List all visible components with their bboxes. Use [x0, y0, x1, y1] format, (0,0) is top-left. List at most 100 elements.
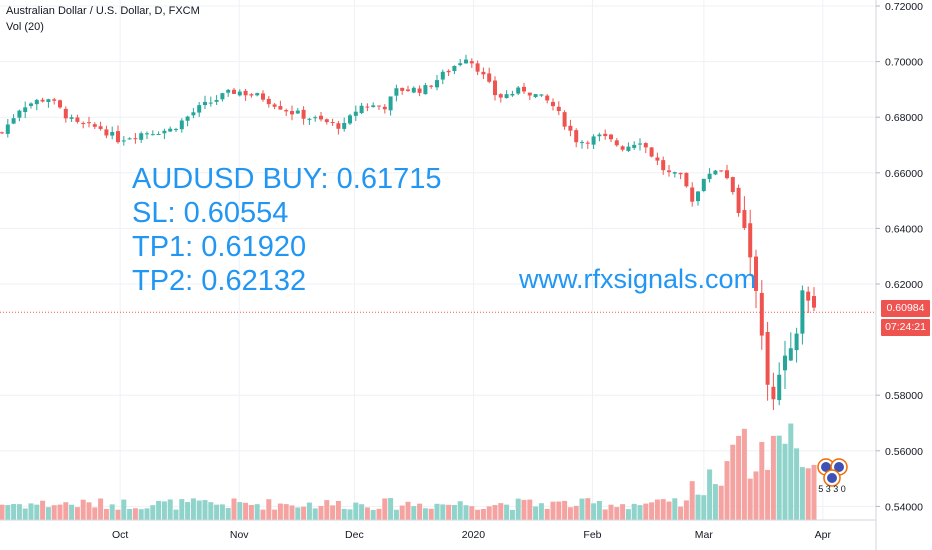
candle-body[interactable] — [481, 71, 486, 75]
candle-body[interactable] — [632, 144, 637, 148]
candle-body[interactable] — [667, 170, 671, 173]
candle-body[interactable] — [394, 88, 399, 96]
candle-body[interactable] — [359, 105, 364, 114]
candle-body[interactable] — [614, 140, 619, 146]
candle-body[interactable] — [353, 111, 358, 116]
candle-body[interactable] — [0, 132, 4, 134]
candle-body[interactable] — [266, 98, 271, 105]
candle-body[interactable] — [272, 104, 277, 107]
candle-body[interactable] — [812, 295, 816, 308]
candle-body[interactable] — [725, 170, 729, 179]
candle-body[interactable] — [5, 124, 10, 134]
candle-body[interactable] — [580, 142, 584, 144]
symbol-title[interactable]: Australian Dollar / U.S. Dollar, D, FXCM — [6, 5, 200, 17]
candle-body[interactable] — [81, 123, 86, 125]
candle-body[interactable] — [208, 102, 213, 104]
candle-body[interactable] — [493, 80, 497, 96]
candle-body[interactable] — [197, 105, 202, 113]
candle-body[interactable] — [23, 107, 28, 113]
candle-body[interactable] — [324, 119, 329, 123]
candle-body[interactable] — [672, 172, 677, 174]
candle-body[interactable] — [348, 115, 352, 124]
candle-body[interactable] — [498, 94, 503, 98]
candle-body[interactable] — [139, 133, 144, 140]
candle-body[interactable] — [382, 106, 387, 110]
candle-body[interactable] — [127, 138, 132, 140]
candle-body[interactable] — [423, 85, 428, 95]
candle-body[interactable] — [690, 187, 695, 202]
candle-body[interactable] — [11, 118, 16, 124]
candle-body[interactable] — [516, 87, 521, 94]
candle-body[interactable] — [771, 386, 776, 400]
candle-body[interactable] — [365, 106, 370, 108]
candle-body[interactable] — [719, 170, 724, 172]
candle-body[interactable] — [121, 140, 126, 142]
candle-body[interactable] — [98, 126, 103, 129]
candle-body[interactable] — [464, 59, 468, 64]
candle-body[interactable] — [748, 223, 753, 258]
candle-body[interactable] — [527, 92, 532, 96]
volume-study-label[interactable]: Vol (20) — [6, 21, 44, 33]
candle-body[interactable] — [788, 348, 793, 361]
candle-body[interactable] — [411, 87, 416, 93]
candle-body[interactable] — [104, 129, 109, 136]
candle-body[interactable] — [174, 129, 178, 131]
candle-body[interactable] — [133, 138, 138, 140]
candle-body[interactable] — [46, 99, 51, 102]
candle-body[interactable] — [168, 128, 173, 132]
candle-body[interactable] — [237, 91, 242, 96]
candle-body[interactable] — [794, 333, 799, 351]
candle-body[interactable] — [162, 130, 167, 134]
candle-body[interactable] — [220, 93, 225, 100]
candle-body[interactable] — [585, 142, 590, 144]
candle-body[interactable] — [52, 99, 57, 101]
candle-body[interactable] — [243, 90, 248, 96]
candle-body[interactable] — [58, 100, 62, 108]
candle-body[interactable] — [684, 172, 689, 187]
candle-body[interactable] — [696, 191, 700, 202]
candle-body[interactable] — [522, 86, 526, 92]
candle-body[interactable] — [203, 101, 207, 106]
candle-body[interactable] — [330, 122, 335, 124]
candle-body[interactable] — [75, 117, 80, 122]
candles[interactable] — [0, 54, 816, 411]
candle-body[interactable] — [446, 70, 451, 73]
candle-body[interactable] — [179, 120, 184, 130]
candle-body[interactable] — [34, 99, 39, 105]
candle-body[interactable] — [574, 130, 579, 143]
candle-body[interactable] — [295, 110, 300, 114]
event-badges[interactable]: 5 3 3 0 — [817, 458, 848, 494]
candle-body[interactable] — [336, 123, 341, 129]
candle-body[interactable] — [406, 89, 410, 91]
candle-body[interactable] — [284, 110, 289, 112]
candle-body[interactable] — [17, 110, 22, 118]
candle-body[interactable] — [568, 125, 573, 131]
candle-body[interactable] — [730, 177, 735, 193]
candle-body[interactable] — [638, 143, 642, 145]
candle-body[interactable] — [429, 85, 434, 87]
candle-body[interactable] — [603, 133, 608, 137]
candle-body[interactable] — [116, 131, 120, 143]
candle-body[interactable] — [452, 65, 457, 72]
candle-body[interactable] — [649, 147, 654, 157]
candle-body[interactable] — [40, 99, 45, 102]
candle-body[interactable] — [510, 93, 515, 96]
candle-body[interactable] — [29, 103, 33, 106]
candle-body[interactable] — [597, 134, 602, 137]
candle-body[interactable] — [400, 87, 405, 91]
candle-body[interactable] — [185, 116, 190, 121]
candle-body[interactable] — [255, 93, 260, 96]
candle-body[interactable] — [591, 136, 596, 145]
candle-body[interactable] — [87, 122, 91, 124]
candle-body[interactable] — [145, 133, 149, 135]
candle-body[interactable] — [435, 80, 439, 88]
candle-body[interactable] — [754, 256, 758, 291]
candle-body[interactable] — [232, 89, 236, 94]
candle-body[interactable] — [319, 115, 323, 120]
candle-body[interactable] — [545, 95, 550, 101]
candle-body[interactable] — [249, 94, 254, 96]
candle-body[interactable] — [487, 73, 492, 82]
candle-body[interactable] — [458, 63, 463, 66]
